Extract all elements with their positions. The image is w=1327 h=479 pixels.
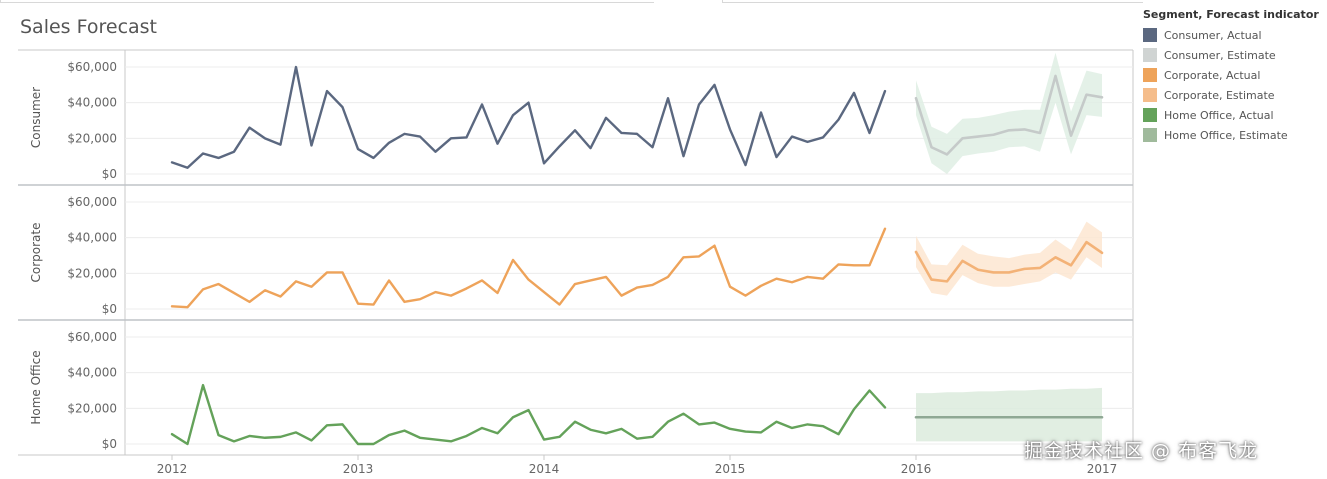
legend-item[interactable]: Consumer, Estimate	[1143, 45, 1323, 65]
legend-label: Consumer, Estimate	[1164, 48, 1276, 62]
y-tick-label: $20,000	[67, 131, 117, 145]
x-tick-label: 2012	[157, 462, 188, 476]
actual-line	[170, 383, 887, 446]
tab-strip	[0, 0, 1327, 3]
legend-label: Corporate, Actual	[1164, 68, 1261, 82]
x-tick-label: 2013	[343, 462, 374, 476]
chart-title: Sales Forecast	[20, 16, 158, 38]
x-tick-label: 2016	[901, 462, 932, 476]
y-tick-label: $40,000	[67, 96, 117, 110]
legend-items: Consumer, Actual Consumer, Estimate Corpor…	[1143, 25, 1323, 145]
tab-strip-right[interactable]	[722, 0, 1143, 3]
row-label: Corporate	[29, 223, 43, 283]
row-label: Consumer	[29, 87, 43, 148]
legend-swatch	[1143, 68, 1157, 82]
legend-swatch	[1143, 88, 1157, 102]
legend-swatch	[1143, 108, 1157, 122]
legend-swatch	[1143, 28, 1157, 42]
y-tick-label: $60,000	[67, 330, 117, 344]
legend-label: Home Office, Estimate	[1164, 128, 1288, 142]
actual-line	[170, 227, 887, 309]
x-tick-label: 2017	[1087, 462, 1118, 476]
x-tick-label: 2014	[529, 462, 560, 476]
estimate-line	[914, 240, 1104, 283]
legend-title: Segment, Forecast indicator	[1143, 8, 1319, 21]
legend-swatch	[1143, 48, 1157, 62]
tab-strip-left[interactable]	[0, 0, 654, 3]
legend-label: Home Office, Actual	[1164, 108, 1274, 122]
x-tick-label: 2015	[715, 462, 746, 476]
forecast-band	[916, 52, 1102, 174]
chart-canvas[interactable]: $60,000 $40,000 $20,000 $0 Consumer $60,000 $4…	[0, 0, 1140, 479]
y-tick-label: $0	[102, 437, 117, 451]
y-tick-label: $60,000	[67, 195, 117, 209]
y-tick-label: $60,000	[67, 60, 117, 74]
legend-item[interactable]: Consumer, Actual	[1143, 25, 1323, 45]
y-tick-label: $20,000	[67, 266, 117, 280]
estimate-line	[914, 74, 1104, 156]
row-label: Home Office	[29, 350, 43, 424]
watermark: 掘金技术社区 @ 布客飞龙	[1024, 440, 1259, 462]
legend-item[interactable]: Corporate, Actual	[1143, 65, 1323, 85]
y-tick-label: $20,000	[67, 401, 117, 415]
legend-label: Corporate, Estimate	[1164, 88, 1275, 102]
actual-line	[170, 65, 887, 169]
legend-swatch	[1143, 128, 1157, 142]
y-tick-label: $40,000	[67, 366, 117, 380]
legend-item[interactable]: Home Office, Estimate	[1143, 125, 1323, 145]
y-tick-label: $0	[102, 167, 117, 181]
legend-item[interactable]: Corporate, Estimate	[1143, 85, 1323, 105]
y-tick-label: $40,000	[67, 231, 117, 245]
forecast-band	[916, 221, 1102, 296]
legend: Segment, Forecast indicator Consumer, Ac…	[1143, 8, 1323, 145]
y-tick-label: $0	[102, 302, 117, 316]
forecast-band	[916, 387, 1102, 442]
legend-item[interactable]: Home Office, Actual	[1143, 105, 1323, 125]
legend-label: Consumer, Actual	[1164, 28, 1262, 42]
